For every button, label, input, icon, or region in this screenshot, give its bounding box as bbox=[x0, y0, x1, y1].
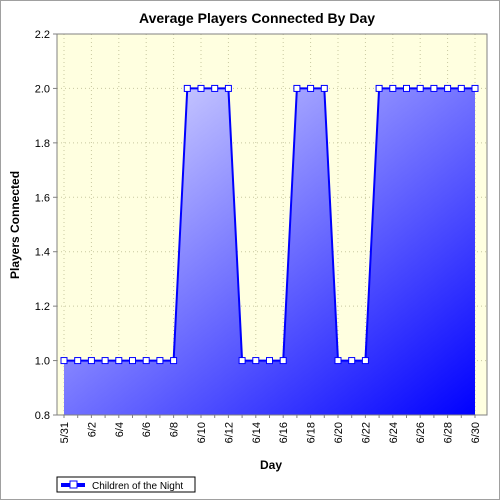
data-point-6-11 bbox=[211, 84, 219, 92]
legend: Children of the Night bbox=[56, 476, 196, 493]
y-tick-label: 1.6 bbox=[35, 192, 50, 204]
x-tick-label: 6/26 bbox=[415, 422, 427, 443]
data-point-6-22 bbox=[361, 357, 369, 365]
series-area-fill bbox=[64, 88, 475, 415]
data-point-6-13 bbox=[238, 357, 246, 365]
data-point-6-17 bbox=[293, 84, 301, 92]
x-tick-label: 6/20 bbox=[333, 422, 345, 443]
data-point-6-16 bbox=[279, 357, 287, 365]
data-point-6-10 bbox=[197, 84, 205, 92]
data-point-6-29 bbox=[457, 84, 465, 92]
data-point-6-1 bbox=[74, 357, 82, 365]
data-point-6-6 bbox=[142, 357, 150, 365]
x-axis-title: Day bbox=[260, 458, 282, 472]
data-point-6-24 bbox=[389, 84, 397, 92]
x-tick-label: 6/14 bbox=[251, 422, 263, 443]
data-point-6-7 bbox=[156, 357, 164, 365]
data-point-6-26 bbox=[416, 84, 424, 92]
data-point-6-12 bbox=[224, 84, 232, 92]
x-tick-label: 6/16 bbox=[278, 422, 290, 443]
data-point-6-20 bbox=[334, 357, 342, 365]
data-point-6-4 bbox=[115, 357, 123, 365]
data-point-6-18 bbox=[307, 84, 315, 92]
chart-title: Average Players Connected By Day bbox=[139, 10, 375, 26]
y-tick-label: 2.2 bbox=[35, 29, 50, 41]
data-point-6-3 bbox=[101, 357, 109, 365]
x-tick-label: 6/12 bbox=[223, 422, 235, 443]
y-axis-title: Players Connected bbox=[8, 171, 22, 279]
x-tick-label: 5/31 bbox=[59, 422, 71, 443]
y-tick-label: 1.8 bbox=[35, 138, 50, 150]
data-point-5-31 bbox=[60, 357, 68, 365]
data-point-6-8 bbox=[170, 357, 178, 365]
x-tick-label: 6/30 bbox=[470, 422, 482, 443]
data-point-6-9 bbox=[183, 84, 191, 92]
legend-box bbox=[56, 476, 196, 493]
y-tick-label: 1.0 bbox=[35, 356, 50, 368]
x-tick-label: 6/4 bbox=[114, 422, 126, 437]
x-tick-label: 6/2 bbox=[86, 422, 98, 437]
x-tick-label: 6/28 bbox=[443, 422, 455, 443]
data-point-6-28 bbox=[444, 84, 452, 92]
x-axis: 5/31 6/2 6/4 6/6 6/8 6/10 6/12 6/14 6/16 6/18 6/20… bbox=[59, 415, 482, 443]
x-tick-label: 6/22 bbox=[360, 422, 372, 443]
data-point-6-23 bbox=[375, 84, 383, 92]
data-points bbox=[60, 84, 479, 365]
y-tick-label: 0.8 bbox=[35, 410, 50, 422]
x-tick-label: 6/24 bbox=[388, 422, 400, 443]
data-point-6-15 bbox=[266, 357, 273, 365]
x-tick-label: 6/8 bbox=[169, 422, 181, 437]
x-tick-label: 6/10 bbox=[196, 422, 208, 443]
y-tick-label: 2.0 bbox=[35, 83, 50, 95]
y-tick-label: 1.4 bbox=[35, 247, 50, 259]
data-point-6-2 bbox=[87, 357, 95, 365]
legend-swatch-marker bbox=[69, 480, 78, 489]
legend-label: Children of the Night bbox=[92, 481, 183, 492]
data-point-6-21 bbox=[348, 357, 356, 365]
data-point-6-25 bbox=[403, 84, 410, 92]
plot-border bbox=[56, 33, 488, 416]
data-point-6-30 bbox=[471, 84, 479, 92]
y-axis: 0.8 1.0 1.2 1.4 1.6 1.8 2.0 2.2 bbox=[35, 29, 57, 422]
data-point-6-5 bbox=[129, 357, 136, 365]
x-tick-label: 6/6 bbox=[141, 422, 153, 437]
x-tick-label: 6/18 bbox=[306, 422, 318, 443]
data-point-6-14 bbox=[252, 357, 260, 365]
data-point-6-27 bbox=[430, 84, 438, 92]
data-point-6-19 bbox=[320, 84, 328, 92]
y-tick-label: 1.2 bbox=[35, 301, 50, 313]
